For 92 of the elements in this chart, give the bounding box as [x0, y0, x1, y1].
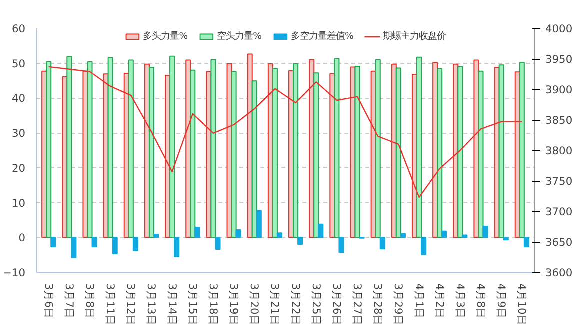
y2-tick-label: 3850 [546, 114, 573, 127]
bar [174, 237, 180, 258]
bar [519, 62, 525, 238]
bar [318, 224, 324, 238]
bar [190, 70, 196, 238]
bar [50, 237, 56, 248]
bar [154, 234, 160, 238]
bar [108, 57, 114, 238]
y-tick-label: 50 [12, 57, 26, 70]
y-tick-label: 30 [12, 127, 26, 140]
bar [132, 237, 138, 252]
bar [314, 72, 320, 238]
x-tick-label: 3月27日 [351, 284, 364, 326]
bar [416, 56, 422, 238]
bar [354, 66, 360, 238]
y-tick-label: 20 [12, 162, 26, 175]
bar [215, 237, 221, 250]
x-tick-label: 3月26日 [330, 284, 344, 326]
y2-tick-label: 3800 [546, 144, 573, 158]
bar [46, 61, 52, 238]
x-tick-label: 3月12日 [124, 284, 138, 326]
legend-label: 期螺主力收盘价 [382, 30, 446, 43]
bar [252, 80, 258, 238]
x-tick-label: 4月2日 [433, 284, 446, 320]
x-tick-label: 3月18日 [206, 284, 220, 326]
bar [231, 71, 237, 238]
x-tick-label: 3月25日 [310, 284, 323, 326]
x-tick-label: 3月19日 [228, 284, 241, 326]
bar [482, 226, 488, 238]
bar [458, 66, 464, 238]
y2-tick-label: 3950 [546, 53, 573, 66]
bar [128, 60, 134, 238]
x-tick-label: 4月8日 [474, 284, 488, 320]
y-tick-label: 0 [18, 232, 26, 245]
y-tick-label: 60 [12, 22, 26, 36]
bar [71, 237, 77, 258]
bar [92, 237, 98, 248]
bar [524, 237, 530, 248]
x-tick-label: 3月15日 [186, 284, 200, 326]
bar [236, 229, 242, 238]
bar [210, 59, 216, 238]
bar [293, 64, 299, 238]
y2-tick-label: 4000 [546, 22, 573, 36]
bar [148, 67, 155, 238]
y-tick-label: 40 [12, 92, 26, 106]
bar [442, 230, 448, 238]
bar [503, 237, 509, 241]
x-tick-label: 4月3日 [454, 284, 467, 320]
bar [478, 70, 484, 238]
y2-tick-label: 3900 [546, 84, 573, 96]
legend-label: 多空力量差值% [290, 30, 354, 43]
x-tick-label: 3月13日 [145, 284, 158, 326]
bar [194, 227, 200, 238]
x-tick-label: 3月6日 [42, 284, 56, 320]
bar [338, 237, 344, 254]
x-tick-label: 3月21日 [268, 284, 282, 326]
bar [298, 237, 304, 246]
bar [256, 210, 262, 238]
bar [380, 237, 386, 250]
x-tick-label: 3月20日 [248, 284, 262, 326]
y-tick-label: −10 [3, 266, 26, 280]
x-tick-label: 4月10日 [516, 284, 529, 326]
bar [437, 68, 443, 238]
y2-tick-label: 3750 [546, 175, 573, 188]
bar [272, 68, 278, 238]
bar [400, 233, 406, 238]
bar [112, 237, 118, 255]
bar [334, 58, 340, 238]
bar [87, 61, 93, 238]
y2-tick-label: 3600 [546, 266, 573, 280]
y-tick-label: 10 [12, 196, 26, 210]
bar [170, 56, 176, 238]
bar [498, 64, 504, 238]
x-tick-label: 3月28日 [372, 284, 385, 326]
bar [375, 59, 381, 238]
x-tick-label: 3月22日 [289, 284, 302, 326]
x-tick-label: 3月8日 [84, 284, 97, 320]
x-tick-label: 3月29日 [392, 284, 406, 326]
bar [276, 232, 282, 238]
bar [396, 68, 402, 238]
y2-tick-label: 3650 [546, 236, 573, 249]
x-tick-label: 4月1日 [412, 284, 426, 320]
legend-label: 空头力量% [217, 30, 262, 43]
x-tick-label: 3月14日 [166, 284, 179, 326]
bar [462, 234, 468, 238]
x-tick-label: 3月7日 [62, 284, 76, 320]
bar [421, 237, 427, 256]
y2-tick-label: 3700 [546, 206, 573, 218]
x-tick-label: 4月9日 [495, 284, 508, 320]
bar [66, 56, 72, 238]
legend-label: 多头力量% [143, 30, 188, 43]
x-tick-label: 3月11日 [104, 284, 118, 326]
